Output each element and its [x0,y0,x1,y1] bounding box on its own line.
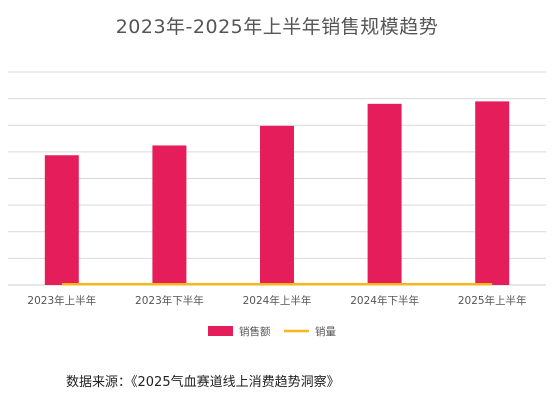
legend-label-销量: 销量 [315,325,336,338]
bar-销售额 [367,103,402,286]
x-tick-label: 2024年下半年 [350,294,419,307]
bar-销售额 [152,145,187,285]
bar-销售额 [475,101,510,286]
x-tick-label: 2023年下半年 [135,294,204,307]
legend-label-销售额: 销售额 [239,325,271,338]
x-tick-label: 2023年上半年 [27,294,96,307]
source-note: 数据来源：《2025气血赛道线上消费趋势洞察》 [66,375,340,390]
bar-销售额 [44,155,79,285]
bar-销售额 [260,125,294,286]
legend-swatch-销售额 [208,326,233,336]
chart-title: 2023年-2025年上半年销售规模趋势 [115,16,439,38]
x-tick-label: 2025年上半年 [458,294,527,307]
x-tick-label: 2024年上半年 [243,294,312,307]
